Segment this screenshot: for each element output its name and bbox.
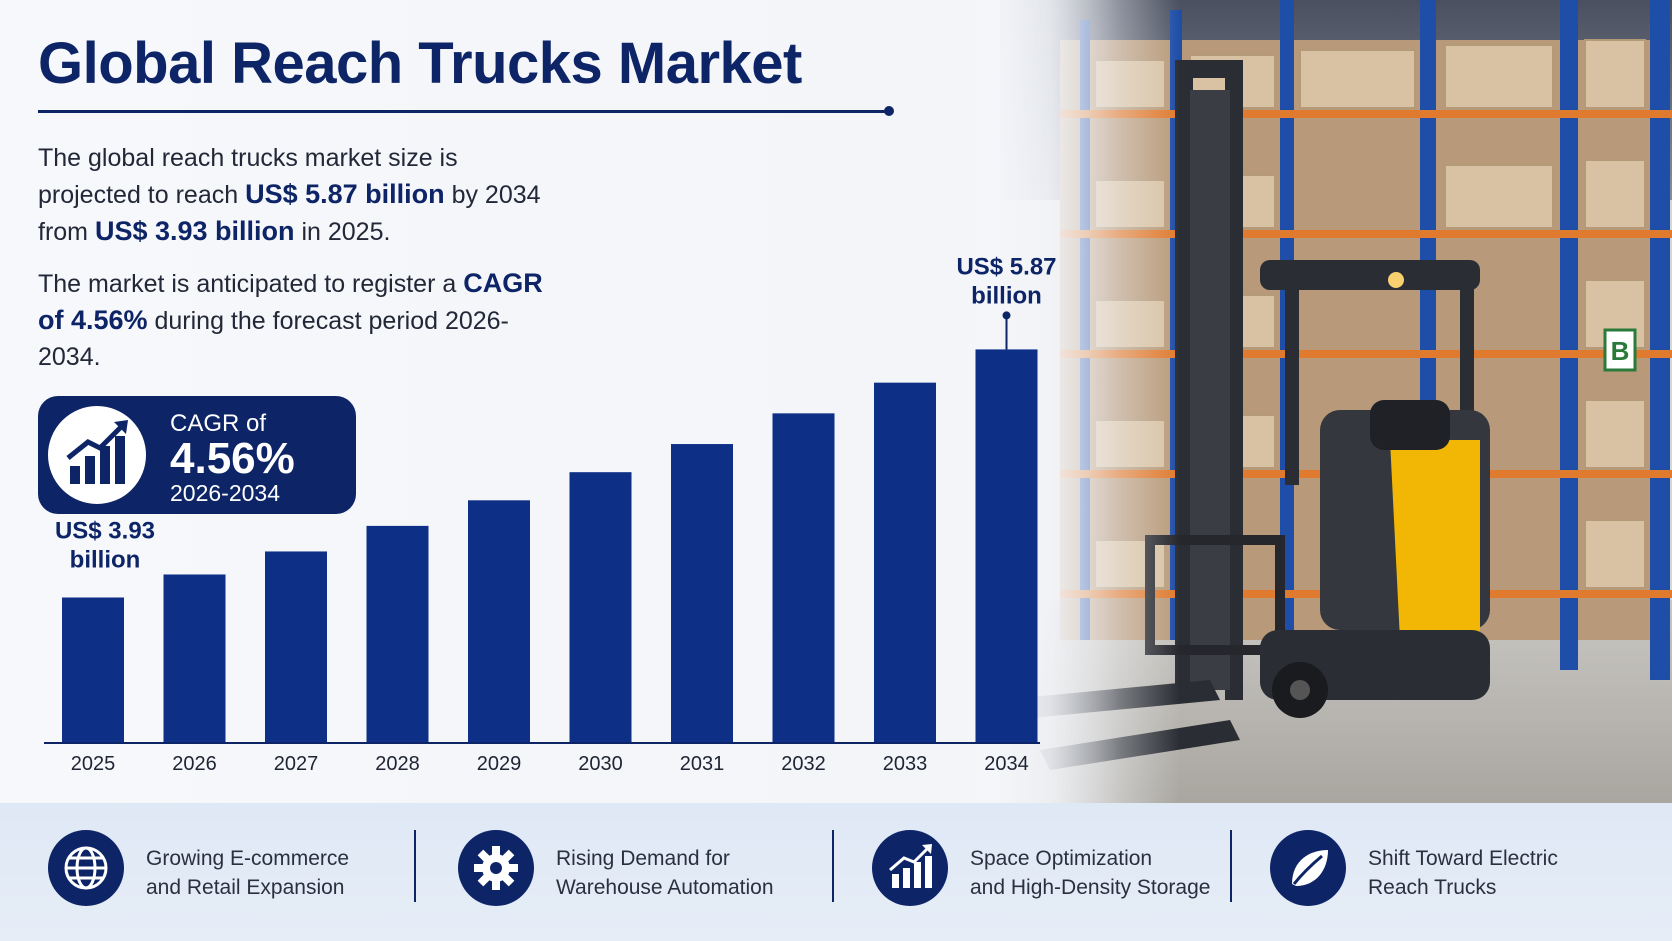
summary-highlight: US$ 5.87 billion — [245, 179, 445, 209]
x-tick-label: 2026 — [172, 753, 217, 775]
bar-2029 — [468, 500, 530, 742]
feature-icon-circle — [872, 830, 948, 906]
summary-text: by 2034 from — [38, 181, 541, 246]
feature-divider — [414, 830, 416, 902]
data-label-first: US$ 3.93 billion — [55, 517, 155, 573]
bar-growth-icon — [889, 844, 932, 888]
summary-text: The global reach trucks market size is p… — [38, 144, 458, 209]
growth-chart-icon — [66, 420, 128, 484]
summary-text: The market is anticipated to register a — [38, 270, 464, 298]
title-underline-dot — [884, 106, 894, 116]
feature-line-1: Rising Demand for — [556, 847, 730, 870]
page-title: Global Reach Trucks Market — [38, 31, 802, 96]
feature-label: Shift Toward Electric Reach Trucks — [1368, 844, 1628, 902]
x-tick-label: 2034 — [984, 753, 1029, 775]
bar-2025 — [62, 597, 124, 742]
feature-label: Space Optimization and High-Density Stor… — [970, 844, 1240, 902]
summary-highlight: CAGR of 4.56% — [38, 268, 543, 335]
feature-divider — [832, 830, 834, 902]
x-tick-label: 2033 — [883, 753, 928, 775]
x-tick-label: 2029 — [477, 753, 522, 775]
cagr-value: 4.56% — [170, 434, 295, 483]
gear-icon — [474, 846, 518, 890]
bar-2028 — [366, 525, 429, 742]
svg-text:B: B — [1611, 336, 1630, 366]
summary-paragraph-2: The market is anticipated to register a … — [38, 265, 558, 375]
cagr-period: 2026-2034 — [170, 480, 280, 506]
bar-2027 — [265, 551, 327, 742]
bar-2026 — [163, 574, 226, 742]
leaf-icon — [1292, 850, 1328, 886]
feature-line-1: Growing E-commerce — [146, 847, 350, 870]
globe-icon — [64, 846, 108, 890]
feature-icon-circle — [48, 830, 124, 906]
feature-label: Rising Demand for Warehouse Automation — [556, 844, 816, 902]
x-tick-label: 2028 — [375, 753, 420, 775]
cagr-label: CAGR of — [170, 410, 267, 437]
summary-text: in 2025. — [294, 218, 391, 246]
x-tick-label: 2025 — [71, 753, 116, 775]
feature-line-2: and High-Density Storage — [970, 876, 1211, 899]
x-tick-label: 2032 — [781, 753, 826, 775]
feature-line-1: Shift Toward Electric — [1368, 847, 1558, 870]
summary-highlight: US$ 3.93 billion — [94, 216, 295, 246]
feature-line-2: Warehouse Automation — [556, 876, 774, 899]
data-label-leader-dot — [1002, 311, 1011, 320]
summary-paragraph-1: The global reach trucks market size is p… — [38, 140, 558, 250]
x-tick-label: 2031 — [680, 753, 725, 775]
feature-divider — [1230, 830, 1232, 902]
x-tick-label: 2030 — [578, 753, 623, 775]
shelf-sign — [1603, 328, 1637, 372]
feature-line-2: and Retail Expansion — [146, 876, 345, 899]
feature-line-2: Reach Trucks — [1368, 876, 1497, 899]
feature-icon-circle — [1270, 830, 1346, 906]
summary-text: during the forecast period 2026-2034. — [38, 307, 509, 371]
bar-2032 — [772, 413, 835, 742]
feature-label: Growing E-commerce and Retail Expansion — [146, 844, 406, 902]
cagr-icon-circle — [44, 402, 150, 508]
x-tick-label: 2027 — [274, 753, 319, 775]
bar-2034 — [975, 349, 1038, 742]
bar-2033 — [874, 382, 936, 742]
drivers-strip — [0, 803, 1672, 941]
market-bar-chart: 2025 2026 2027 2028 2029 2030 2031 2032 2033 2034… — [44, 253, 1057, 775]
title-underline — [38, 110, 890, 113]
feature-icon-circle — [458, 830, 534, 906]
bar-2030 — [569, 472, 632, 742]
data-label-last: US$ 5.87 billion — [956, 253, 1056, 309]
bar-2031 — [671, 444, 733, 742]
feature-line-1: Space Optimization — [970, 847, 1153, 870]
